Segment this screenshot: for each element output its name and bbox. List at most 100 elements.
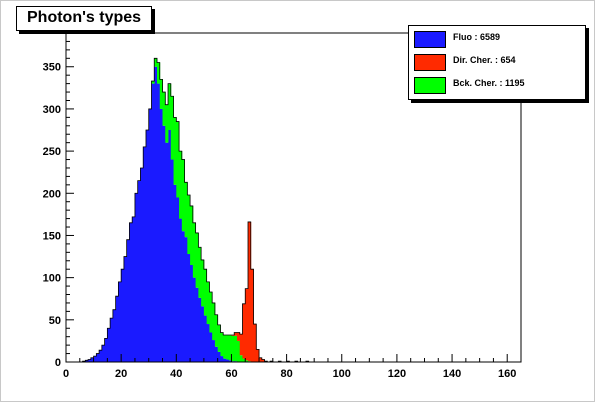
bar-dir-cher-67 [250,269,254,362]
bar-bck-cher-57 [223,335,227,359]
bar-bck-cher-39 [173,117,177,185]
legend-label-fluo: Fluo : 6589 [453,32,501,42]
y-tick-label: 0 [55,357,61,369]
bar-bck-cher-42 [181,159,185,232]
bar-fluo-40 [176,197,180,362]
bar-bck-cher-34 [159,79,163,109]
bar-bck-cher-52 [209,291,213,333]
bar-dir-cher-64 [242,303,246,359]
bar-fluo-24 [132,216,136,362]
y-tick-label: 200 [43,188,61,200]
bar-bck-cher-51 [206,281,210,325]
bar-bck-cher-50 [203,269,208,316]
y-tick-label: 350 [43,62,61,74]
legend-item-dir-cher: Dir. Cher. : 654 [413,52,581,72]
bar-fluo-32 [154,66,158,363]
legend-label-bck-cher: Bck. Cher. : 1195 [453,78,525,88]
legend-item-bck-cher: Bck. Cher. : 1195 [413,75,581,95]
bar-bck-cher-35 [162,92,166,126]
bar-dir-cher-62 [236,332,241,341]
bar-bck-cher-36 [165,104,169,143]
bar-fluo-44 [187,254,191,362]
bar-fluo-14 [104,338,108,362]
bar-fluo-21 [123,256,128,362]
bar-bck-cher-53 [212,302,216,341]
bar-fluo-57 [223,358,227,362]
bar-fluo-59 [228,360,232,362]
bar-fluo-56 [220,356,224,362]
bar-fluo-45 [190,264,194,362]
bar-bck-cher-63 [239,355,243,362]
bar-fluo-13 [101,345,106,362]
bar-dir-cher-63 [239,334,243,356]
bar-fluo-54 [214,346,219,362]
bar-fluo-27 [140,167,144,362]
bar-dir-cher-69 [256,349,260,362]
bar-fluo-7 [85,360,89,362]
bar-bck-cher-33 [157,62,161,84]
bar-fluo-34 [159,108,163,362]
bar-fluo-33 [157,83,161,363]
legend: Fluo : 6589 Dir. Cher. : 654 Bck. Cher. … [408,25,586,100]
x-tick-label: 0 [63,368,69,380]
x-tick-label: 80 [280,368,292,380]
bar-dir-cher-65 [245,288,249,361]
bar-dir-cher-70 [259,357,263,362]
x-tick-label: 100 [333,368,351,380]
legend-label-dir-cher: Dir. Cher. : 654 [453,55,516,65]
bar-fluo-20 [121,269,125,362]
x-tick-label: 140 [443,368,461,380]
legend-swatch-dir-cher [414,54,446,71]
bar-fluo-19 [118,281,122,362]
bar-bck-cher-32 [154,58,158,67]
chart-title: Photon's types [16,6,153,31]
x-tick-label: 120 [388,368,406,380]
x-tick-label: 160 [498,368,516,380]
bar-fluo-55 [217,351,221,362]
bar-fluo-36 [165,142,169,362]
bar-bck-cher-59 [228,335,232,361]
bar-dir-cher-66 [248,221,252,362]
bar-fluo-28 [143,146,147,362]
bar-fluo-46 [192,277,197,362]
bar-bck-cher-60 [231,335,235,362]
bar-fluo-30 [148,108,152,362]
bar-bck-cher-56 [220,332,224,357]
bar-fluo-8 [88,359,92,362]
legend-item-fluo: Fluo : 6589 [413,29,581,49]
bar-fluo-49 [201,306,205,362]
bar-dir-cher-71 [261,359,265,362]
bar-bck-cher-46 [192,222,197,278]
bar-fluo-48 [198,297,202,362]
bar-bck-cher-43 [184,182,188,238]
bar-fluo-29 [145,130,150,362]
bar-fluo-11 [96,353,100,362]
bar-bck-cher-65 [245,360,249,362]
bar-bck-cher-41 [179,151,183,219]
bar-fluo-52 [209,332,213,362]
bar-fluo-35 [162,125,166,362]
bar-fluo-53 [212,340,216,362]
bar-fluo-17 [112,309,117,362]
legend-swatch-fluo [414,31,446,48]
bar-bck-cher-37 [168,83,172,131]
bar-fluo-50 [203,315,208,362]
bar-fluo-42 [181,231,185,362]
bar-fluo-15 [107,328,111,362]
bar-fluo-18 [115,296,119,362]
bar-dir-cher-61 [234,332,238,336]
bar-fluo-41 [179,218,183,362]
legend-swatch-bck-cher [414,77,446,94]
bar-bck-cher-49 [201,259,205,307]
bar-fluo-43 [184,237,188,362]
bar-fluo-12 [99,350,103,362]
bar-fluo-38 [170,159,174,362]
y-tick-label: 150 [43,230,61,242]
bar-bck-cher-62 [236,340,241,362]
bar-fluo-26 [137,180,141,362]
y-tick-label: 50 [49,315,61,327]
bar-fluo-22 [126,239,130,362]
bar-bck-cher-54 [214,314,219,347]
bar-fluo-25 [134,193,139,362]
